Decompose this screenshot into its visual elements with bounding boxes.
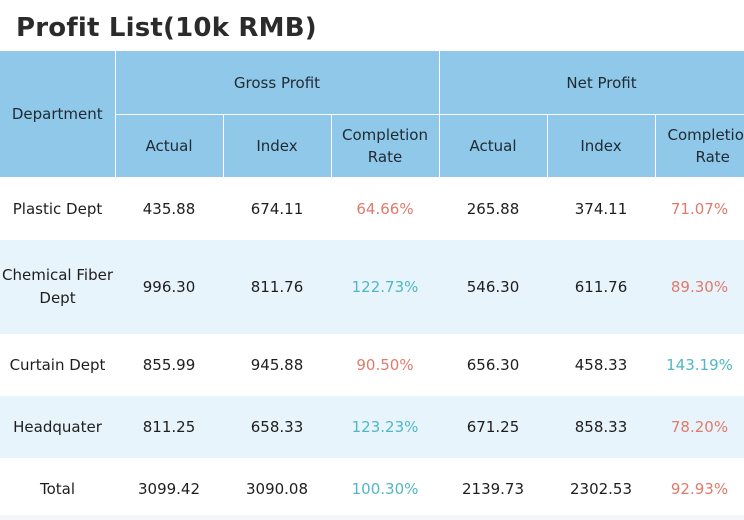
header-gross-completion-rate: Completion Rate <box>331 114 440 178</box>
department-line1: Chemical Fiber <box>2 266 113 284</box>
gross-actual-cell: 435.88 <box>115 177 223 240</box>
gross-rate-cell: 100.30% <box>331 458 439 520</box>
header-net-actual: Actual <box>439 114 548 178</box>
department-cell: Plastic Dept <box>0 177 115 240</box>
net-rate-cell: 89.30% <box>655 240 744 334</box>
header-net-profit: Net Profit <box>439 51 744 115</box>
net-rate-cell: 78.20% <box>655 396 744 458</box>
net-rate-cell: 143.19% <box>655 334 744 396</box>
department-cell: Total <box>0 458 115 520</box>
gross-index-cell: 811.76 <box>223 240 331 334</box>
header-gross-profit: Gross Profit <box>115 51 440 115</box>
gross-rate-cell: 123.23% <box>331 396 439 458</box>
header-row-columns: Actual Index Completion Rate Actual Inde… <box>0 114 744 178</box>
header-gross-completion-line1: Completion <box>342 126 428 144</box>
gross-index-cell: 658.33 <box>223 396 331 458</box>
gross-rate-cell: 122.73% <box>331 240 439 334</box>
department-cell: Chemical Fiber Dept <box>0 240 115 334</box>
department-cell: Headquater <box>0 396 115 458</box>
gross-rate-cell: 90.50% <box>331 334 439 396</box>
header-gross-actual: Actual <box>115 114 224 178</box>
table-row: Headquater 811.25 658.33 123.23% 671.25 … <box>0 396 744 458</box>
net-actual-cell: 546.30 <box>439 240 547 334</box>
net-index-cell: 611.76 <box>547 240 655 334</box>
gross-rate-cell: 64.66% <box>331 177 439 240</box>
header-gross-completion-line2: Rate <box>367 148 403 166</box>
profit-table-container: Department Gross Profit Net Profit Actua… <box>0 51 744 520</box>
gross-index-cell: 945.88 <box>223 334 331 396</box>
header-net-completion-rate: Completio Rate <box>655 114 744 178</box>
table-row-total: Total 3099.42 3090.08 100.30% 2139.73 23… <box>0 458 744 520</box>
department-cell: Curtain Dept <box>0 334 115 396</box>
net-index-cell: 2302.53 <box>547 458 655 520</box>
gross-index-cell: 3090.08 <box>223 458 331 520</box>
department-line2: Dept <box>39 289 76 307</box>
net-actual-cell: 671.25 <box>439 396 547 458</box>
gross-actual-cell: 855.99 <box>115 334 223 396</box>
header-department: Department <box>0 51 116 178</box>
header-row-groups: Department Gross Profit Net Profit <box>0 51 744 178</box>
gross-actual-cell: 811.25 <box>115 396 223 458</box>
header-net-completion-line1: Completio <box>667 126 744 144</box>
profit-table: Department Gross Profit Net Profit Actua… <box>0 51 744 520</box>
net-rate-cell: 92.93% <box>655 458 744 520</box>
header-net-completion-line2: Rate <box>695 148 730 166</box>
net-actual-cell: 656.30 <box>439 334 547 396</box>
net-index-cell: 374.11 <box>547 177 655 240</box>
header-gross-index: Index <box>223 114 332 178</box>
net-index-cell: 858.33 <box>547 396 655 458</box>
table-row: Chemical Fiber Dept 996.30 811.76 122.73… <box>0 240 744 334</box>
net-actual-cell: 2139.73 <box>439 458 547 520</box>
table-row: Curtain Dept 855.99 945.88 90.50% 656.30… <box>0 334 744 396</box>
page-title: Profit List(10k RMB) <box>16 13 317 43</box>
gross-actual-cell: 3099.42 <box>115 458 223 520</box>
gross-actual-cell: 996.30 <box>115 240 223 334</box>
net-rate-cell: 71.07% <box>655 177 744 240</box>
gross-index-cell: 674.11 <box>223 177 331 240</box>
bottom-edge <box>0 515 744 520</box>
table-row: Plastic Dept 435.88 674.11 64.66% 265.88… <box>0 177 744 240</box>
net-actual-cell: 265.88 <box>439 177 547 240</box>
net-index-cell: 458.33 <box>547 334 655 396</box>
header-net-index: Index <box>547 114 656 178</box>
